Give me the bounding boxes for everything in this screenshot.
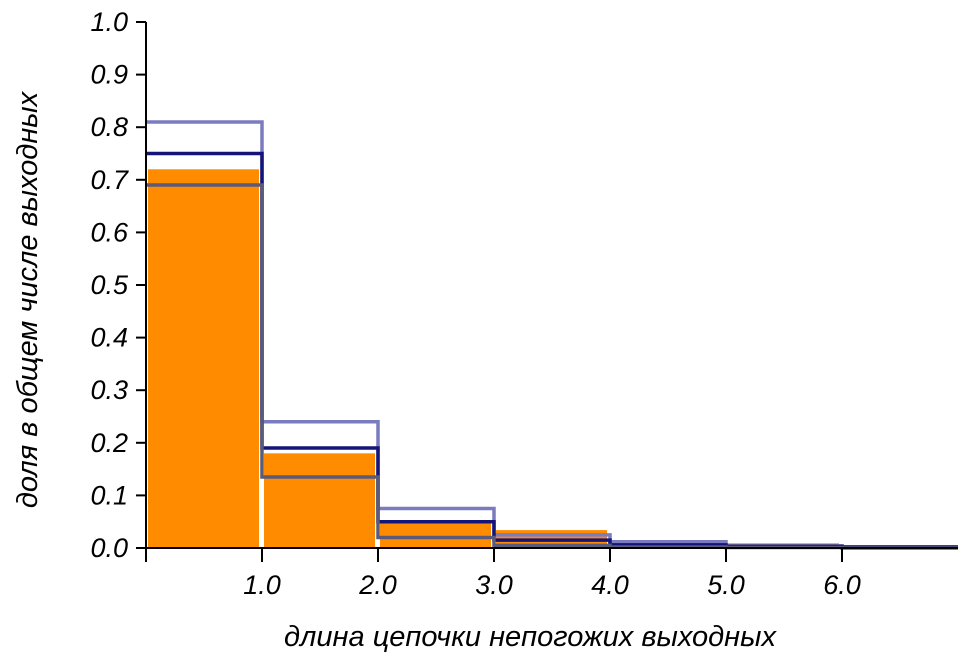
x-tick-label: 1.0 xyxy=(243,570,281,600)
y-tick-label: 1.0 xyxy=(90,7,128,37)
y-tick-label: 0.0 xyxy=(90,533,128,563)
y-axis-title: доля в общем числе выходных xyxy=(12,90,44,508)
y-tick-label: 0.6 xyxy=(90,217,129,247)
x-tick-label: 4.0 xyxy=(591,570,629,600)
x-axis-title: длина цепочки непогожих выходных xyxy=(284,621,777,653)
y-tick-label: 0.9 xyxy=(90,60,128,90)
y-tick-label: 0.8 xyxy=(90,112,128,142)
ticks-layer: 0.0 0.1 0.2 0.3 0.4 0.5 0.6 0.7 0.8 0.9 1.0 1.0 2.0 3… xyxy=(90,7,860,600)
x-tick-label: 5.0 xyxy=(707,570,745,600)
x-tick-label: 3.0 xyxy=(475,570,513,600)
y-tick-label: 0.5 xyxy=(90,270,129,300)
bar-3 xyxy=(380,521,491,548)
y-tick-label: 0.1 xyxy=(90,480,128,510)
bar-2 xyxy=(264,453,375,548)
x-tick-label: 6.0 xyxy=(823,570,861,600)
y-tick-label: 0.4 xyxy=(90,323,128,353)
bars-layer xyxy=(148,169,955,548)
x-tick-label: 2.0 xyxy=(358,570,397,600)
y-tick-label: 0.2 xyxy=(90,428,128,458)
y-tick-label: 0.7 xyxy=(90,165,129,195)
y-tick-label: 0.3 xyxy=(90,375,128,405)
bar-1 xyxy=(148,169,259,548)
